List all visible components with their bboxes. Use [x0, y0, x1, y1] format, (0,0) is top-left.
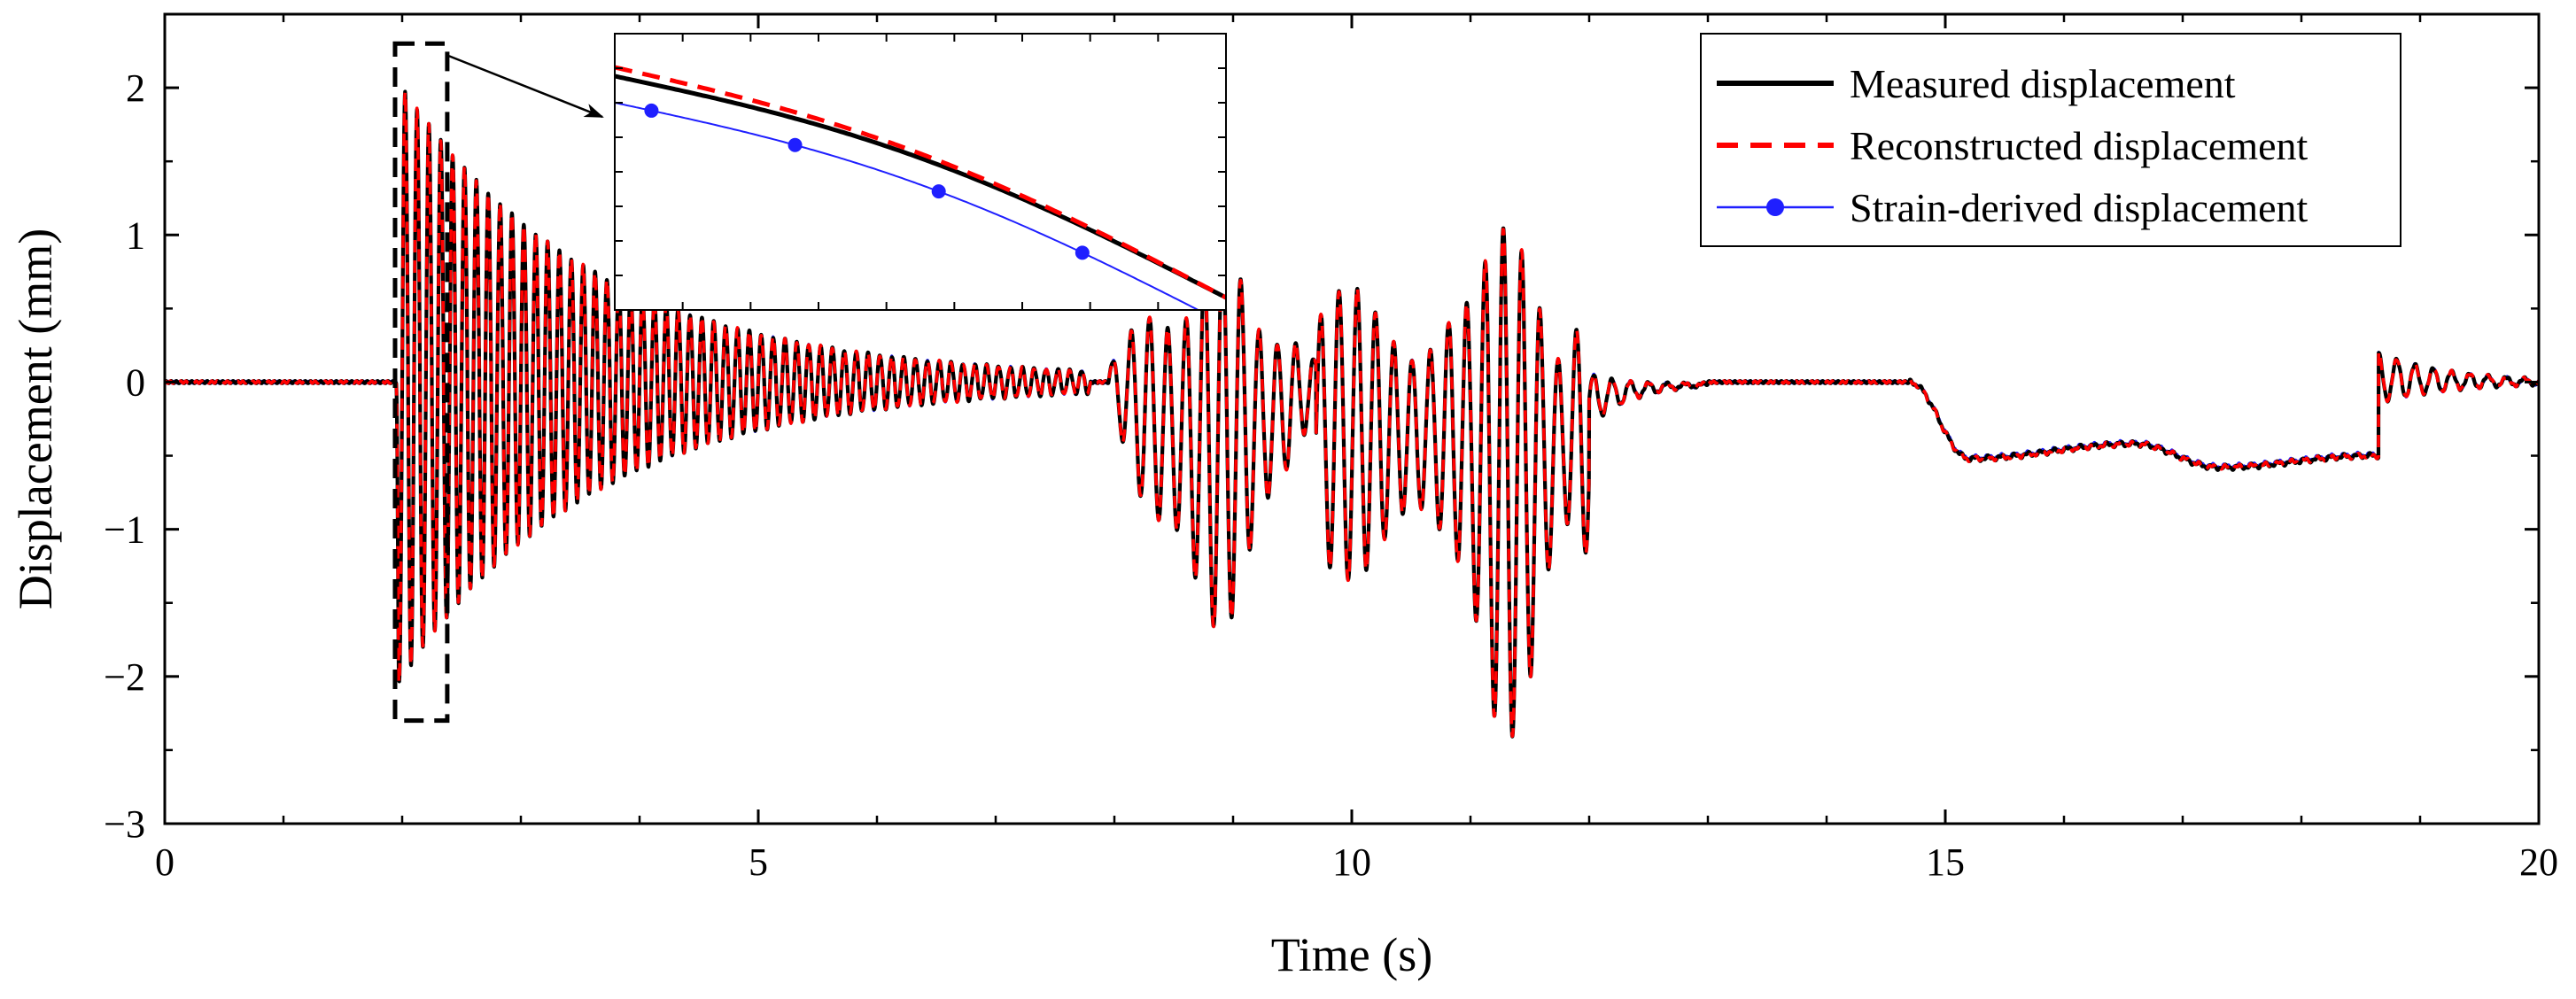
inset-marker-strain-derived [788, 137, 803, 152]
y-tick-label: −2 [104, 655, 145, 699]
y-tick-label: 2 [126, 66, 145, 110]
x-tick-label: 15 [1926, 840, 1965, 884]
inset-line-strain-derived [615, 102, 1200, 310]
x-axis-title: Time (s) [1271, 928, 1433, 981]
inset-marker-strain-derived [931, 184, 946, 199]
y-tick-label: −1 [104, 508, 145, 552]
y-tick-label: −3 [104, 802, 145, 846]
inset-marker-strain-derived [644, 103, 659, 118]
y-tick-label: 0 [126, 360, 145, 404]
zoom-inset [614, 33, 1227, 311]
x-tick-label: 20 [2519, 840, 2558, 884]
x-tick-label: 0 [155, 840, 175, 884]
x-tick-label: 10 [1332, 840, 1371, 884]
series-line-reconstructed [165, 90, 2539, 739]
zoom-arrow [448, 55, 604, 119]
x-tick-label: 5 [749, 840, 768, 884]
legend: Measured displacement Reconstructed disp… [1700, 33, 2401, 247]
y-tick-label: 1 [126, 213, 145, 257]
legend-label-reconstructed: Reconstructed displacement [1850, 123, 2308, 168]
inset-marker-strain-derived [1075, 245, 1090, 260]
inset-line-reconstructed [615, 65, 1226, 300]
zoom-box [392, 41, 450, 724]
legend-frame [1700, 33, 2401, 247]
y-axis-title: Displacement (mm) [9, 228, 62, 609]
legend-label-strain-derived: Strain-derived displacement [1850, 185, 2308, 230]
axis-ticks: 0 5 10 15 20 −3 −2 −1 0 1 2 [104, 14, 2558, 884]
legend-label-measured: Measured displacement [1850, 61, 2236, 106]
legend-marker-strain-derived [1766, 198, 1784, 216]
series-layer [165, 89, 2539, 739]
